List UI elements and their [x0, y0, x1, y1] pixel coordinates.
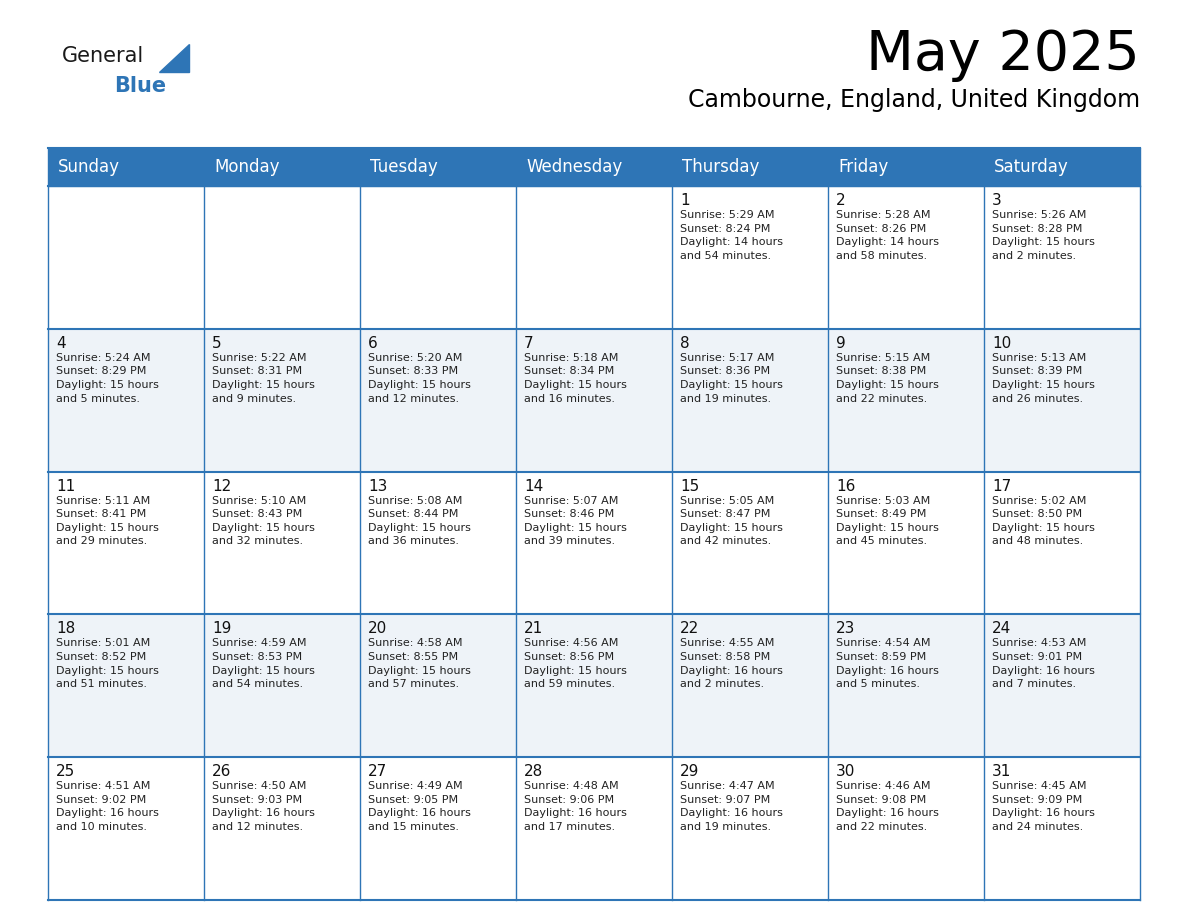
Bar [48, 329, 1140, 472]
Text: Sunrise: 4:58 AM
Sunset: 8:55 PM
Daylight: 15 hours
and 57 minutes.: Sunrise: 4:58 AM Sunset: 8:55 PM Dayligh… [368, 638, 470, 689]
Text: 14: 14 [524, 478, 543, 494]
Text: Sunrise: 5:18 AM
Sunset: 8:34 PM
Daylight: 15 hours
and 16 minutes.: Sunrise: 5:18 AM Sunset: 8:34 PM Dayligh… [524, 353, 627, 404]
Text: Sunrise: 5:03 AM
Sunset: 8:49 PM
Daylight: 15 hours
and 45 minutes.: Sunrise: 5:03 AM Sunset: 8:49 PM Dayligh… [836, 496, 939, 546]
Text: 28: 28 [524, 764, 543, 779]
Text: Sunrise: 4:50 AM
Sunset: 9:03 PM
Daylight: 16 hours
and 12 minutes.: Sunrise: 4:50 AM Sunset: 9:03 PM Dayligh… [211, 781, 315, 832]
Text: Sunrise: 4:53 AM
Sunset: 9:01 PM
Daylight: 16 hours
and 7 minutes.: Sunrise: 4:53 AM Sunset: 9:01 PM Dayligh… [992, 638, 1095, 689]
Text: 24: 24 [992, 621, 1011, 636]
Text: 13: 13 [368, 478, 387, 494]
Text: 22: 22 [680, 621, 700, 636]
Text: Sunrise: 5:05 AM
Sunset: 8:47 PM
Daylight: 15 hours
and 42 minutes.: Sunrise: 5:05 AM Sunset: 8:47 PM Dayligh… [680, 496, 783, 546]
Text: 27: 27 [368, 764, 387, 779]
Text: 8: 8 [680, 336, 689, 351]
Text: Cambourne, England, United Kingdom: Cambourne, England, United Kingdom [688, 88, 1140, 112]
Bar [48, 148, 1140, 186]
Text: 7: 7 [524, 336, 533, 351]
Text: Sunday: Sunday [58, 158, 120, 176]
Text: Sunrise: 4:46 AM
Sunset: 9:08 PM
Daylight: 16 hours
and 22 minutes.: Sunrise: 4:46 AM Sunset: 9:08 PM Dayligh… [836, 781, 939, 832]
Text: Sunrise: 4:54 AM
Sunset: 8:59 PM
Daylight: 16 hours
and 5 minutes.: Sunrise: 4:54 AM Sunset: 8:59 PM Dayligh… [836, 638, 939, 689]
Text: 29: 29 [680, 764, 700, 779]
Text: Sunrise: 5:24 AM
Sunset: 8:29 PM
Daylight: 15 hours
and 5 minutes.: Sunrise: 5:24 AM Sunset: 8:29 PM Dayligh… [56, 353, 159, 404]
Text: Sunrise: 5:22 AM
Sunset: 8:31 PM
Daylight: 15 hours
and 9 minutes.: Sunrise: 5:22 AM Sunset: 8:31 PM Dayligh… [211, 353, 315, 404]
Text: 16: 16 [836, 478, 855, 494]
Bar [48, 472, 1140, 614]
Text: 20: 20 [368, 621, 387, 636]
Text: Sunrise: 4:55 AM
Sunset: 8:58 PM
Daylight: 16 hours
and 2 minutes.: Sunrise: 4:55 AM Sunset: 8:58 PM Dayligh… [680, 638, 783, 689]
Text: 15: 15 [680, 478, 700, 494]
Text: Sunrise: 4:49 AM
Sunset: 9:05 PM
Daylight: 16 hours
and 15 minutes.: Sunrise: 4:49 AM Sunset: 9:05 PM Dayligh… [368, 781, 470, 832]
Text: 18: 18 [56, 621, 75, 636]
Text: Saturday: Saturday [994, 158, 1069, 176]
Text: Tuesday: Tuesday [369, 158, 437, 176]
Bar [48, 614, 1140, 757]
Text: Sunrise: 5:11 AM
Sunset: 8:41 PM
Daylight: 15 hours
and 29 minutes.: Sunrise: 5:11 AM Sunset: 8:41 PM Dayligh… [56, 496, 159, 546]
Text: Sunrise: 5:15 AM
Sunset: 8:38 PM
Daylight: 15 hours
and 22 minutes.: Sunrise: 5:15 AM Sunset: 8:38 PM Dayligh… [836, 353, 939, 404]
Text: 9: 9 [836, 336, 846, 351]
Text: Sunrise: 5:07 AM
Sunset: 8:46 PM
Daylight: 15 hours
and 39 minutes.: Sunrise: 5:07 AM Sunset: 8:46 PM Dayligh… [524, 496, 627, 546]
Polygon shape [159, 44, 189, 72]
Text: 21: 21 [524, 621, 543, 636]
Text: Sunrise: 4:59 AM
Sunset: 8:53 PM
Daylight: 15 hours
and 54 minutes.: Sunrise: 4:59 AM Sunset: 8:53 PM Dayligh… [211, 638, 315, 689]
Text: May 2025: May 2025 [866, 28, 1140, 82]
Text: Sunrise: 5:28 AM
Sunset: 8:26 PM
Daylight: 14 hours
and 58 minutes.: Sunrise: 5:28 AM Sunset: 8:26 PM Dayligh… [836, 210, 939, 261]
Text: 17: 17 [992, 478, 1011, 494]
Text: 4: 4 [56, 336, 65, 351]
Text: 1: 1 [680, 193, 689, 208]
Text: 23: 23 [836, 621, 855, 636]
Text: Sunrise: 4:47 AM
Sunset: 9:07 PM
Daylight: 16 hours
and 19 minutes.: Sunrise: 4:47 AM Sunset: 9:07 PM Dayligh… [680, 781, 783, 832]
Text: Sunrise: 4:45 AM
Sunset: 9:09 PM
Daylight: 16 hours
and 24 minutes.: Sunrise: 4:45 AM Sunset: 9:09 PM Dayligh… [992, 781, 1095, 832]
Text: Sunrise: 4:51 AM
Sunset: 9:02 PM
Daylight: 16 hours
and 10 minutes.: Sunrise: 4:51 AM Sunset: 9:02 PM Dayligh… [56, 781, 159, 832]
Text: 6: 6 [368, 336, 378, 351]
Text: Sunrise: 4:56 AM
Sunset: 8:56 PM
Daylight: 15 hours
and 59 minutes.: Sunrise: 4:56 AM Sunset: 8:56 PM Dayligh… [524, 638, 627, 689]
Text: 10: 10 [992, 336, 1011, 351]
Text: Sunrise: 5:02 AM
Sunset: 8:50 PM
Daylight: 15 hours
and 48 minutes.: Sunrise: 5:02 AM Sunset: 8:50 PM Dayligh… [992, 496, 1095, 546]
Text: Sunrise: 5:26 AM
Sunset: 8:28 PM
Daylight: 15 hours
and 2 minutes.: Sunrise: 5:26 AM Sunset: 8:28 PM Dayligh… [992, 210, 1095, 261]
Text: Sunrise: 5:10 AM
Sunset: 8:43 PM
Daylight: 15 hours
and 32 minutes.: Sunrise: 5:10 AM Sunset: 8:43 PM Dayligh… [211, 496, 315, 546]
Text: Sunrise: 5:01 AM
Sunset: 8:52 PM
Daylight: 15 hours
and 51 minutes.: Sunrise: 5:01 AM Sunset: 8:52 PM Dayligh… [56, 638, 159, 689]
Text: Blue: Blue [114, 76, 166, 96]
Text: Sunrise: 5:13 AM
Sunset: 8:39 PM
Daylight: 15 hours
and 26 minutes.: Sunrise: 5:13 AM Sunset: 8:39 PM Dayligh… [992, 353, 1095, 404]
Text: Wednesday: Wednesday [526, 158, 623, 176]
Text: Monday: Monday [214, 158, 279, 176]
Text: 12: 12 [211, 478, 232, 494]
Text: Friday: Friday [838, 158, 889, 176]
Text: 2: 2 [836, 193, 846, 208]
Text: Sunrise: 4:48 AM
Sunset: 9:06 PM
Daylight: 16 hours
and 17 minutes.: Sunrise: 4:48 AM Sunset: 9:06 PM Dayligh… [524, 781, 627, 832]
Bar [48, 186, 1140, 329]
Text: 30: 30 [836, 764, 855, 779]
Text: Thursday: Thursday [682, 158, 759, 176]
Text: 3: 3 [992, 193, 1001, 208]
Text: General: General [62, 46, 144, 66]
Text: Sunrise: 5:08 AM
Sunset: 8:44 PM
Daylight: 15 hours
and 36 minutes.: Sunrise: 5:08 AM Sunset: 8:44 PM Dayligh… [368, 496, 470, 546]
Text: 19: 19 [211, 621, 232, 636]
Text: 26: 26 [211, 764, 232, 779]
Text: Sunrise: 5:29 AM
Sunset: 8:24 PM
Daylight: 14 hours
and 54 minutes.: Sunrise: 5:29 AM Sunset: 8:24 PM Dayligh… [680, 210, 783, 261]
Text: 31: 31 [992, 764, 1011, 779]
Text: 11: 11 [56, 478, 75, 494]
Text: 25: 25 [56, 764, 75, 779]
Bar [48, 757, 1140, 900]
Text: Sunrise: 5:17 AM
Sunset: 8:36 PM
Daylight: 15 hours
and 19 minutes.: Sunrise: 5:17 AM Sunset: 8:36 PM Dayligh… [680, 353, 783, 404]
Text: 5: 5 [211, 336, 222, 351]
Text: Sunrise: 5:20 AM
Sunset: 8:33 PM
Daylight: 15 hours
and 12 minutes.: Sunrise: 5:20 AM Sunset: 8:33 PM Dayligh… [368, 353, 470, 404]
